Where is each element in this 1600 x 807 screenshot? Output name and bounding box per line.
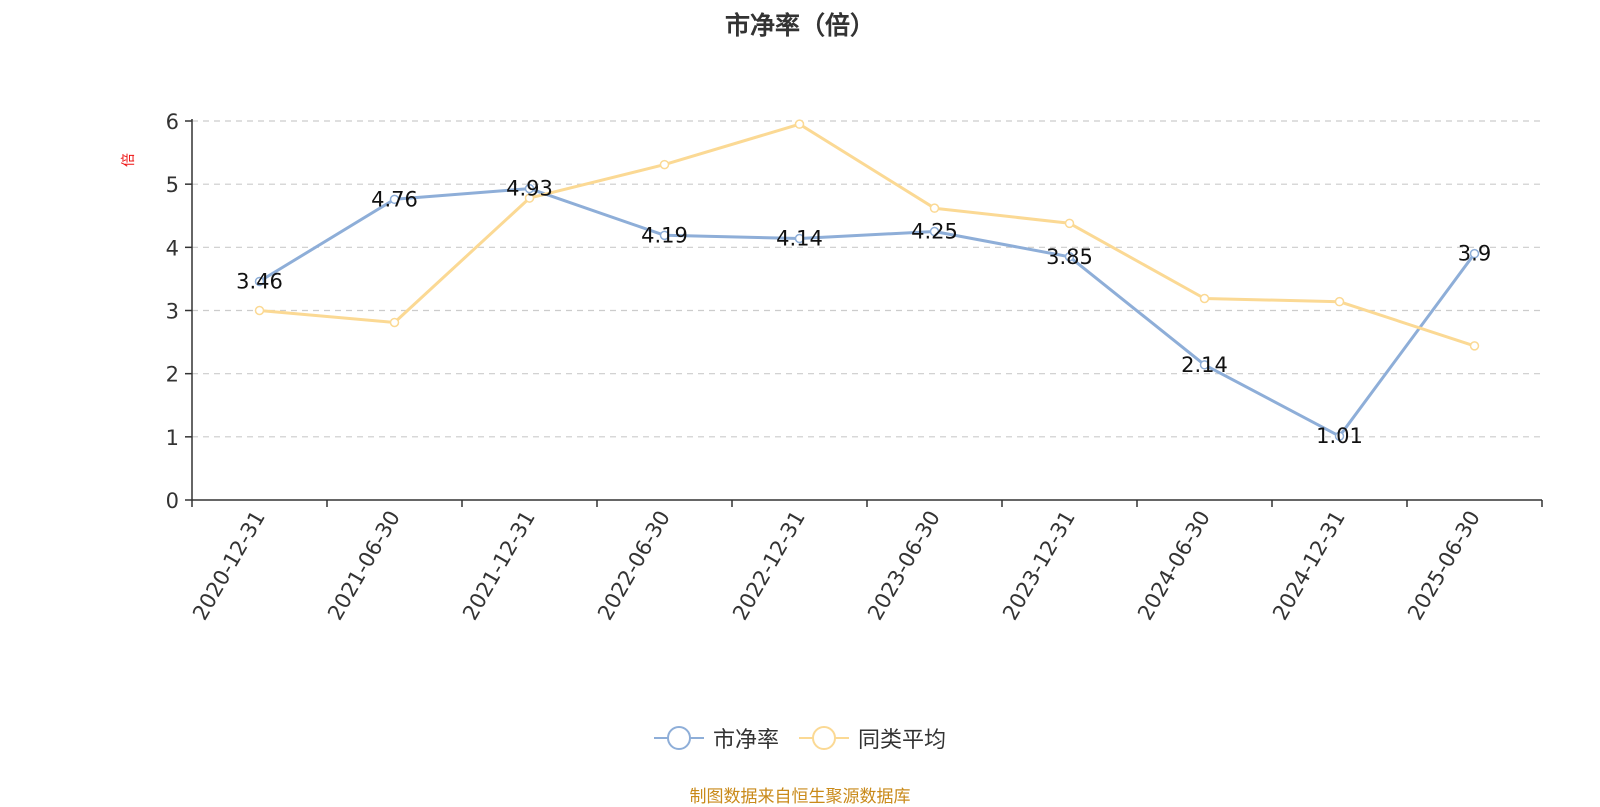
x-tick-label: 2022-06-30 bbox=[593, 507, 675, 625]
legend[interactable]: 市净率 同类平均 bbox=[0, 722, 1600, 754]
data-point-1 bbox=[659, 159, 670, 170]
data-point-1 bbox=[1199, 293, 1210, 304]
data-point-0 bbox=[929, 226, 940, 237]
data-label: 4.19 bbox=[641, 223, 688, 247]
x-tick-label: 2025-06-30 bbox=[1403, 507, 1485, 625]
y-tick-label: 4 bbox=[166, 236, 179, 260]
data-label: 3.46 bbox=[236, 269, 283, 293]
x-tick-label: 2021-06-30 bbox=[323, 507, 405, 625]
legend-marker-pb-icon bbox=[653, 726, 704, 750]
data-point-0 bbox=[389, 194, 400, 205]
data-point-1 bbox=[1469, 341, 1480, 351]
data-label: 4.14 bbox=[776, 226, 823, 250]
data-label: 4.25 bbox=[911, 220, 958, 244]
y-axis-label: 倍 bbox=[121, 153, 137, 167]
data-point-0 bbox=[1199, 360, 1210, 370]
data-point-1 bbox=[389, 317, 400, 328]
x-tick-label: 2020-12-31 bbox=[188, 507, 270, 625]
data-point-0 bbox=[254, 276, 265, 287]
data-label: 3.9 bbox=[1458, 242, 1491, 266]
series-line-1 bbox=[259, 122, 1475, 348]
data-point-0 bbox=[1064, 252, 1075, 262]
series-layer bbox=[254, 119, 1480, 441]
data-point-1 bbox=[254, 305, 265, 316]
y-tick-label: 6 bbox=[166, 110, 179, 134]
source-note: 制图数据来自恒生聚源数据库 bbox=[689, 787, 911, 807]
y-tick-label: 1 bbox=[166, 426, 179, 450]
data-label: 4.76 bbox=[371, 187, 418, 211]
data-point-1 bbox=[524, 193, 535, 203]
data-point-1 bbox=[1334, 296, 1345, 307]
data-point-0 bbox=[794, 233, 805, 244]
data-point-0 bbox=[1469, 248, 1480, 259]
chart-title: 市净率（倍） bbox=[724, 11, 875, 40]
data-label: 3.85 bbox=[1046, 245, 1093, 269]
x-tick-label: 2023-06-30 bbox=[863, 507, 945, 625]
x-tick-label: 2024-12-31 bbox=[1268, 507, 1350, 625]
legend-label-peer-average: 同类平均 bbox=[858, 728, 947, 753]
series-line-0 bbox=[258, 187, 1476, 438]
data-point-0 bbox=[659, 230, 670, 241]
x-tick-label: 2024-06-30 bbox=[1133, 507, 1215, 625]
data-point-0 bbox=[524, 183, 535, 194]
y-tick-label: 2 bbox=[166, 363, 179, 387]
y-tick-label: 5 bbox=[166, 173, 179, 197]
x-tick-label: 2023-12-31 bbox=[998, 507, 1080, 625]
data-point-0 bbox=[1334, 431, 1345, 441]
legend-item-pb[interactable]: 市净率 bbox=[653, 722, 779, 754]
data-label: 4.93 bbox=[506, 177, 553, 201]
data-label: 1.01 bbox=[1316, 424, 1363, 448]
legend-label-pb: 市净率 bbox=[712, 728, 779, 753]
data-point-1 bbox=[1064, 218, 1075, 229]
data-label: 2.14 bbox=[1181, 353, 1228, 377]
data-point-1 bbox=[929, 203, 940, 213]
grid-lines bbox=[192, 120, 1542, 438]
data-point-1 bbox=[794, 119, 805, 129]
legend-marker-peer-average-icon bbox=[799, 726, 849, 750]
legend-item-peer-average[interactable]: 同类平均 bbox=[799, 722, 946, 754]
y-tick-label: 0 bbox=[166, 489, 179, 513]
x-tick-label: 2022-12-31 bbox=[728, 507, 810, 625]
y-tick-label: 3 bbox=[166, 300, 179, 324]
x-tick-label: 2021-12-31 bbox=[458, 507, 540, 625]
data-labels: 3.46 4.76 4.93 4.19 4.14 4.25 3.85 2.14 1.01 3.9 bbox=[236, 177, 1491, 449]
